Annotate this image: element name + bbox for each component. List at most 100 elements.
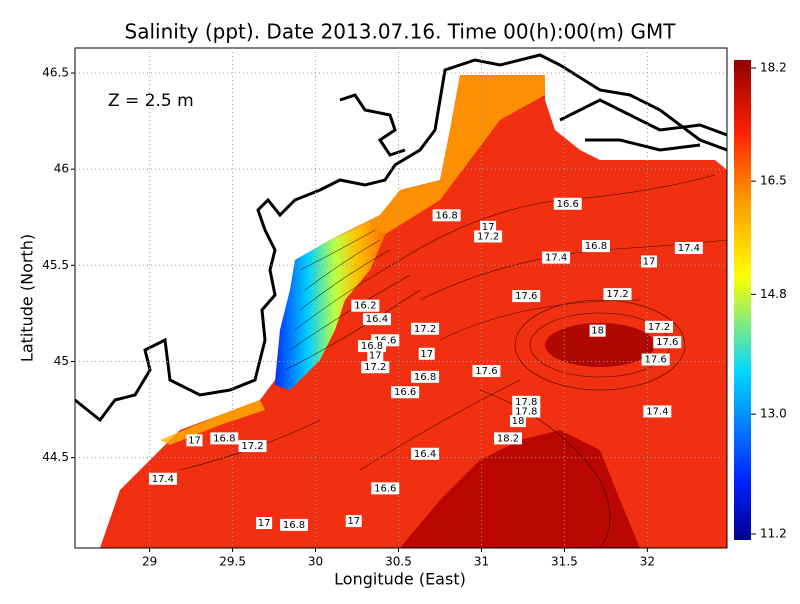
contour-label-box [653,336,682,349]
contour-label: 16.8 [357,340,386,353]
contour-label-text: 16.6 [394,387,416,398]
contour-label-box [391,386,420,399]
contour-label-text: 17.2 [606,289,628,300]
contour-label-text: 18 [591,326,604,337]
contour-label-text: 17.6 [475,366,497,377]
contour-label: 17.6 [653,336,682,349]
contour-label-box [361,361,390,374]
contour-label-text: 17 [369,351,382,362]
contour-label: 17 [480,220,497,233]
plot-frame [74,47,728,549]
contour-label: 17.8 [512,405,541,418]
x-tick-label: 32 [640,555,655,569]
contour-label-box [357,340,386,353]
contour-label-text: 16.6 [374,483,396,494]
contour-label-text: 18 [512,416,525,427]
contour-label-text: 16.8 [414,372,436,383]
contour-label: 17 [641,255,658,268]
contour-label-box [512,395,541,408]
contour-label-text: 17 [420,349,433,360]
contour-label-box [474,230,503,243]
contour-label-box [371,482,400,495]
y-axis-label: Latitude (North) [18,234,37,362]
contour-label: 17.2 [361,361,390,374]
contour-label: 17.8 [512,395,541,408]
contour-label-box [512,290,541,303]
contour-label: 17.2 [603,288,632,301]
colorbar [734,60,751,540]
contour-label-text: 17.6 [515,291,537,302]
contour-label-text: 16.6 [557,199,579,210]
contour-label: 17.4 [148,472,177,485]
contour-label: 17 [418,347,435,360]
contour-label: 17 [345,515,362,528]
contour-label-text: 17.2 [364,362,386,373]
contour-label: 16.2 [351,299,380,312]
contour-label-text: 16.4 [414,449,436,460]
contour-label-box [674,242,703,254]
contour-label-box [641,255,658,268]
contour-label-text: 17.6 [656,337,678,348]
colorbar-tick-label: 16.5 [760,174,787,188]
contour-label-text: 16.8 [213,433,235,444]
contour-label: 16.8 [581,240,610,253]
contour-label-box [641,353,670,366]
contour-label: 18.2 [494,432,523,445]
orange-zone [330,75,545,250]
contour-label-box [279,518,308,531]
contour-label: 17.4 [542,251,571,264]
depth-annotation: Z = 2.5 m [108,91,194,111]
deep-red-eddy [545,323,655,367]
contour-label-text: 17 [188,435,201,446]
coastal-plume [275,222,385,390]
contour-label-box [362,313,391,326]
deep-red-zone [400,430,640,548]
contour-label-text: 16.4 [366,314,388,325]
contour-label: 17.2 [238,440,267,453]
contour-label-text: 17.4 [152,474,174,485]
contour-label-box [411,322,440,335]
contour-label-text: 17.4 [678,243,700,254]
contour-label: 17.6 [472,365,501,378]
contour-label-text: 17.4 [545,253,567,264]
contour-label-box [494,432,523,445]
south-coast-band [160,400,265,445]
contour-label-box [581,240,610,253]
y-tick-label: 45 [54,354,69,368]
contour-label-box [643,405,672,418]
contour-label: 17.4 [643,405,672,418]
contour-label: 17 [186,434,203,447]
x-axis-label: Longitude (East) [334,570,466,589]
contour-label-box [148,472,177,485]
y-tick-label: 46 [54,162,69,176]
contour-label: 16.6 [371,482,400,495]
contour-label-box [542,251,571,264]
colorbar-tick-label: 11.2 [760,527,787,541]
x-tick-label: 30 [308,555,323,569]
contour-label: 16.6 [553,197,582,210]
contour-label-box [480,220,497,233]
contour-label-box [210,432,239,445]
contour-label: 17.4 [674,242,703,254]
chart-title: Salinity (ppt). Date 2013.07.16. Time 00… [125,20,677,44]
contour-label: 17 [256,517,273,529]
x-tick-label: 31 [474,555,489,569]
contour-label-box [411,370,440,383]
contour-label: 16.6 [391,386,420,399]
x-tick-label: 30.5 [385,555,412,569]
coastline-north [339,93,727,157]
contour-label-text: 17 [643,256,656,267]
contour-label-text: 17 [258,518,271,529]
contour-label: 16.8 [411,370,440,383]
contour-label: 17.6 [641,353,670,366]
y-tick-label: 46.5 [42,66,69,80]
contour-label-box [367,349,384,362]
contour-label-text: 16.8 [283,520,305,531]
contour-label-text: 17 [482,222,495,233]
contour-label-box [238,440,267,453]
contour-label: 18 [509,415,526,428]
colorbar-tick-label: 14.8 [760,287,787,301]
x-tick-label: 31.5 [551,555,578,569]
colorbar-tick-label: 13.0 [760,407,787,421]
contour-label-text: 17.4 [646,406,668,417]
